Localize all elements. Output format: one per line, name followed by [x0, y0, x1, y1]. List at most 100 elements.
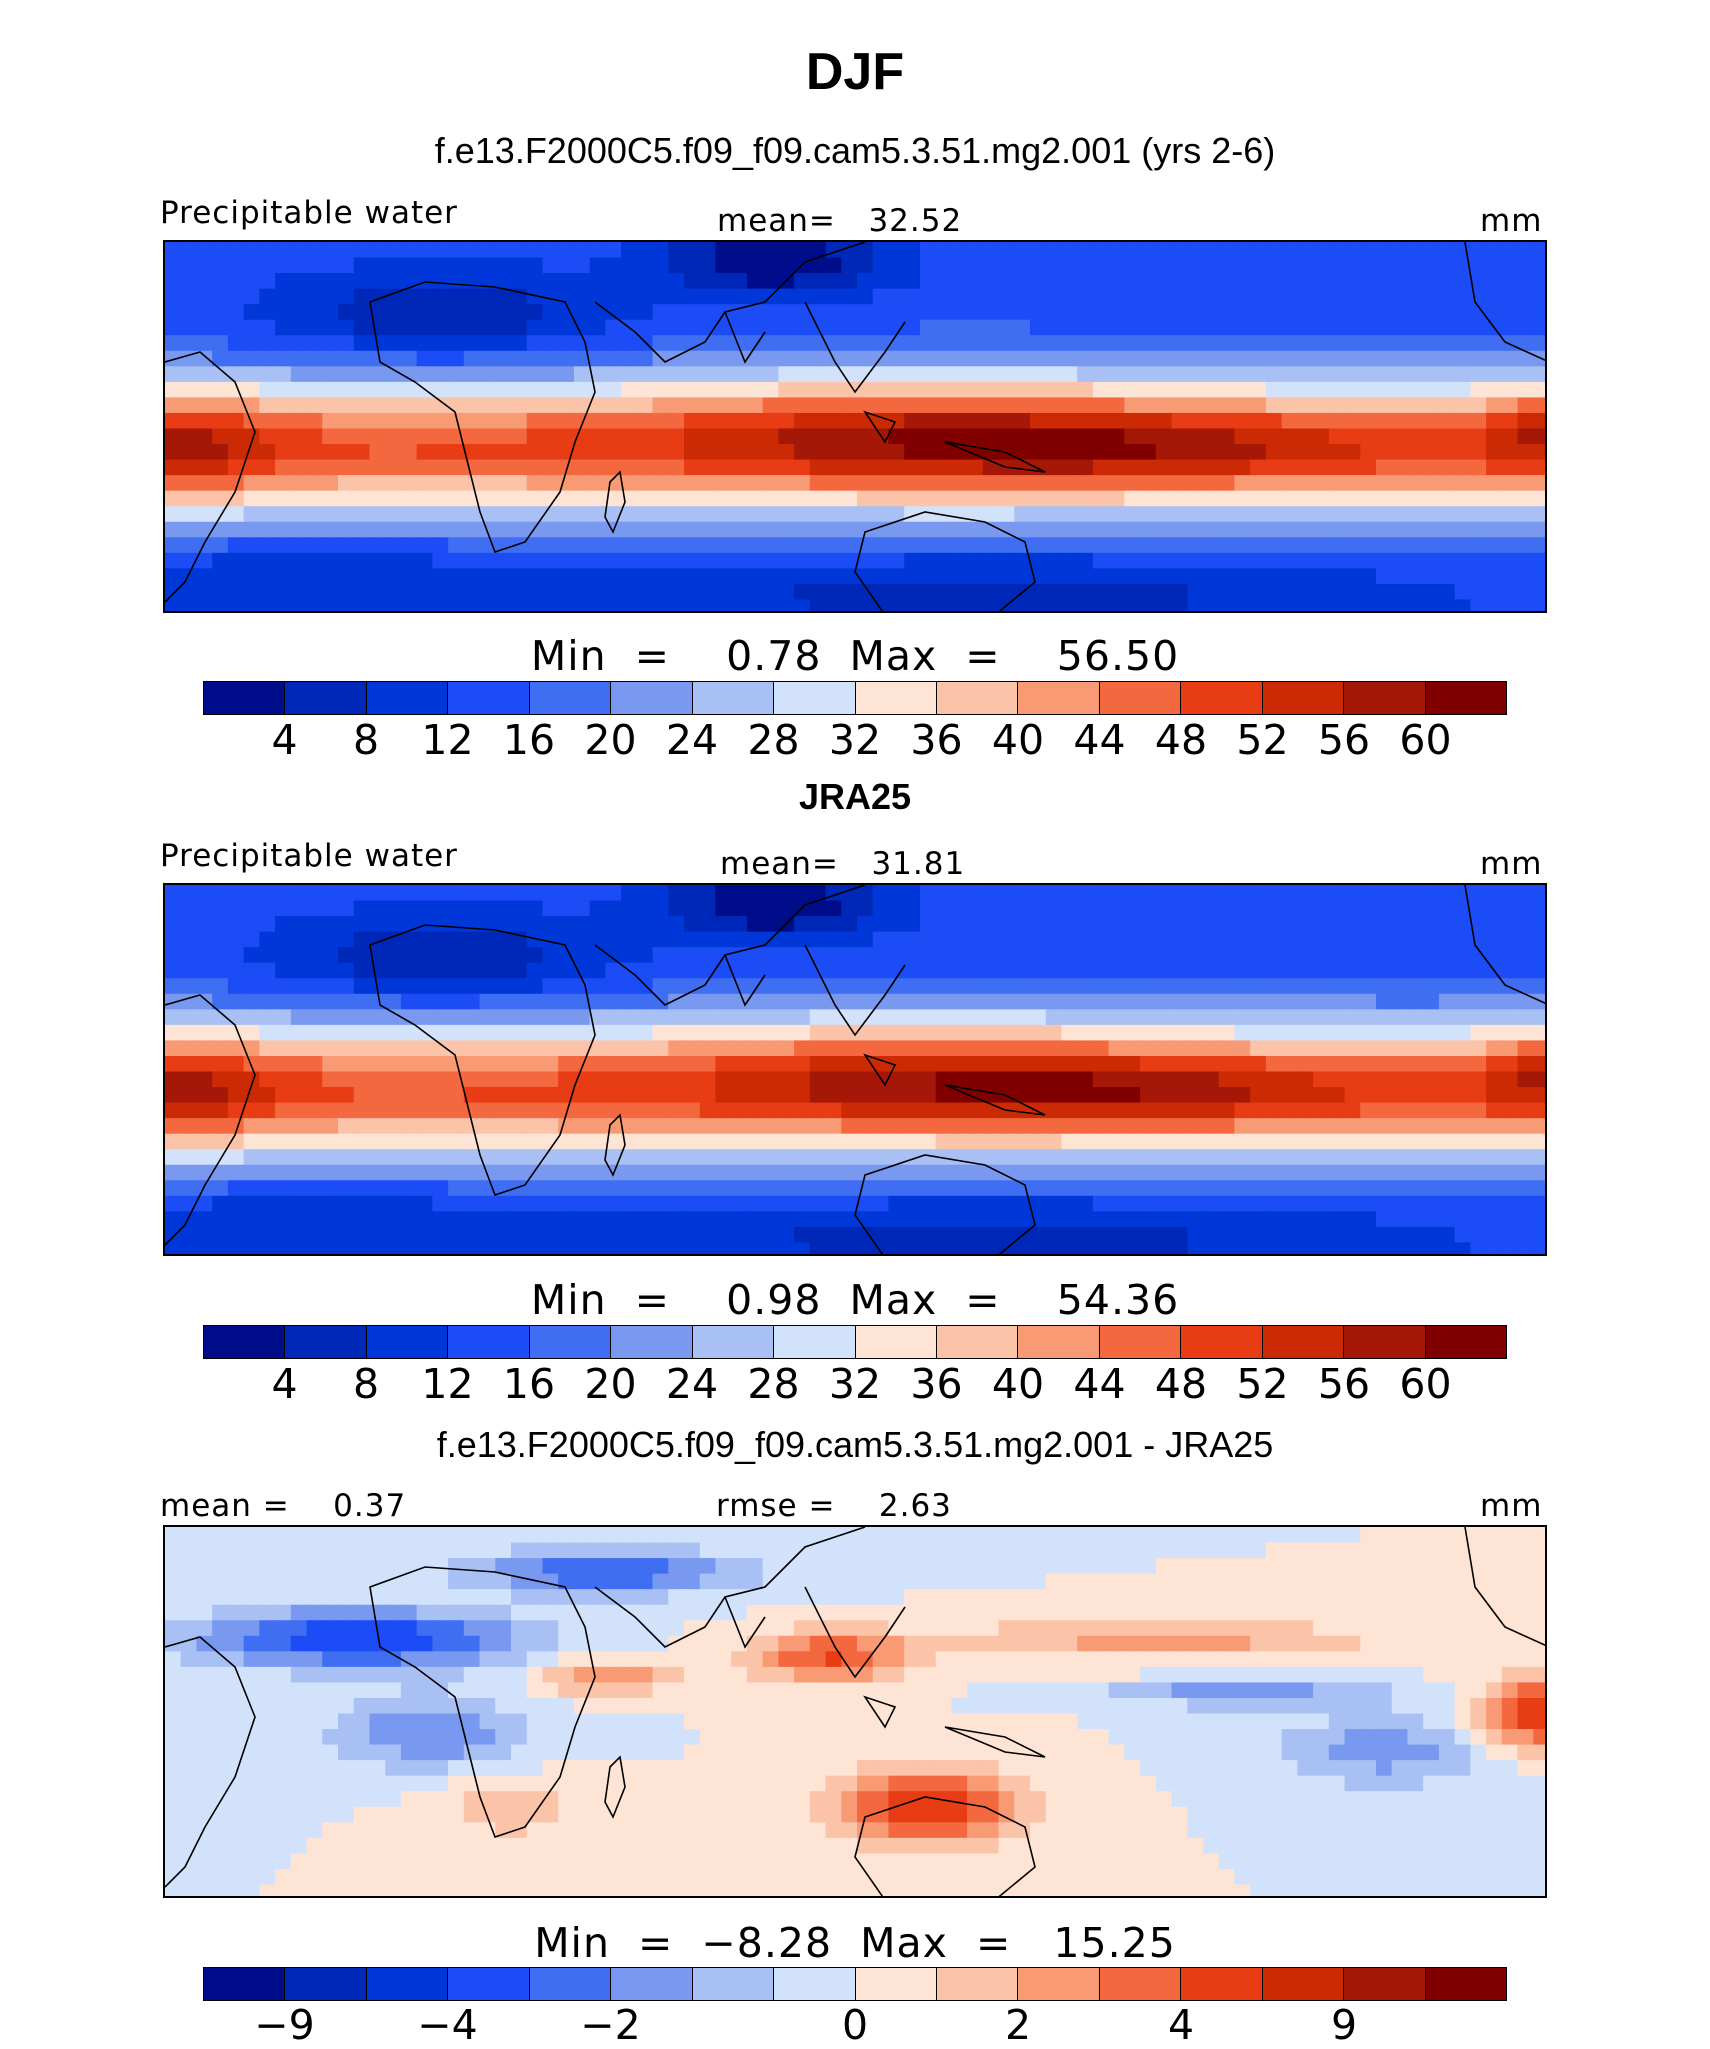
field-cell [1045, 273, 1063, 290]
field-cell [746, 490, 764, 507]
field-cell [1486, 993, 1503, 1010]
field-cell [1077, 885, 1094, 902]
field-cell [1061, 444, 1078, 461]
colorbar-cell [936, 1326, 1019, 1358]
field-cell [1344, 947, 1361, 964]
field-cell [573, 490, 591, 507]
field-cell [1014, 568, 1031, 585]
field-cell [1297, 273, 1314, 290]
field-cell [1344, 428, 1361, 445]
field-cell [778, 1635, 795, 1652]
field-cell [684, 1211, 701, 1228]
field-cell [809, 335, 827, 352]
field-cell [1486, 242, 1503, 259]
field-cell [951, 304, 968, 321]
field-cell [951, 273, 968, 290]
field-cell [416, 459, 433, 476]
field-cell [1517, 1620, 1534, 1637]
field-cell [1140, 428, 1157, 445]
field-cell [385, 568, 402, 585]
field-cell [1281, 428, 1298, 445]
field-cell [731, 459, 748, 476]
field-cell [1061, 1558, 1078, 1575]
field-cell [1297, 1242, 1314, 1254]
field-cell [904, 242, 921, 259]
field-cell [1140, 900, 1157, 917]
field-cell [1061, 521, 1078, 538]
field-cell [605, 947, 622, 964]
field-cell [416, 962, 433, 979]
field-cell [1061, 1195, 1078, 1212]
field-cell [699, 381, 717, 399]
field-cell [1108, 288, 1125, 305]
field-cell [1360, 490, 1377, 507]
field-cell [762, 1118, 779, 1135]
field-cell [275, 885, 292, 902]
field-cell [825, 257, 842, 274]
field-cell [746, 1087, 764, 1104]
field-cell [416, 475, 433, 492]
field-cell [212, 412, 229, 430]
field-cell [1265, 1133, 1283, 1150]
field-cell [652, 444, 669, 461]
field-cell [542, 459, 559, 476]
field-cell [306, 1242, 323, 1254]
field-cell [290, 583, 308, 601]
field-cell [479, 1024, 496, 1042]
field-cell [1061, 1055, 1078, 1073]
field-cell [589, 1558, 606, 1575]
field-cell [338, 1040, 355, 1057]
field-cell [888, 319, 905, 336]
field-cell [967, 257, 984, 274]
field-cell [385, 1527, 402, 1544]
field-cell [1108, 552, 1125, 569]
field-cell [746, 1024, 764, 1042]
field-cell [589, 583, 606, 601]
field-cell [1092, 1118, 1110, 1135]
field-cell [212, 931, 229, 948]
field-cell [526, 335, 544, 352]
field-cell [668, 583, 685, 601]
field-cell [1423, 1055, 1440, 1073]
field-cell [1533, 459, 1545, 476]
field-cell [306, 1087, 323, 1104]
field-cell [448, 1133, 465, 1150]
field-cell [1234, 1102, 1251, 1119]
field-cell [196, 1071, 213, 1088]
field-cell [857, 1635, 874, 1652]
field-cell [1501, 1542, 1519, 1559]
field-cell [888, 1009, 905, 1026]
field-cell [762, 1040, 779, 1057]
field-cell [872, 1024, 890, 1042]
field-cell [448, 1009, 465, 1026]
field-cell [589, 273, 606, 290]
field-cell [746, 1040, 764, 1057]
field-cell [1344, 537, 1361, 554]
field-cell [794, 885, 811, 902]
field-cell [416, 366, 433, 383]
field-cell [841, 599, 858, 611]
field-cell [1092, 552, 1110, 569]
field-cell [1171, 1527, 1188, 1544]
field-cell [1344, 1573, 1361, 1590]
field-cell [322, 304, 339, 321]
field-cell [951, 1211, 968, 1228]
field-cell [636, 459, 654, 476]
field-cell [841, 1226, 858, 1244]
field-cell [416, 1009, 433, 1026]
field-cell [212, 1102, 229, 1119]
field-cell [919, 947, 937, 964]
field-cell [1517, 1024, 1534, 1042]
field-cell [212, 521, 229, 538]
field-cell [935, 916, 952, 933]
field-cell [1533, 444, 1545, 461]
field-cell [479, 242, 496, 259]
field-cell [259, 537, 276, 554]
field-cell [1376, 931, 1393, 948]
field-cell [448, 1024, 465, 1042]
field-cell [1313, 931, 1330, 948]
field-cell [1234, 506, 1251, 523]
field-cell [746, 521, 764, 538]
field-cell [1250, 459, 1267, 476]
field-cell [400, 459, 418, 476]
